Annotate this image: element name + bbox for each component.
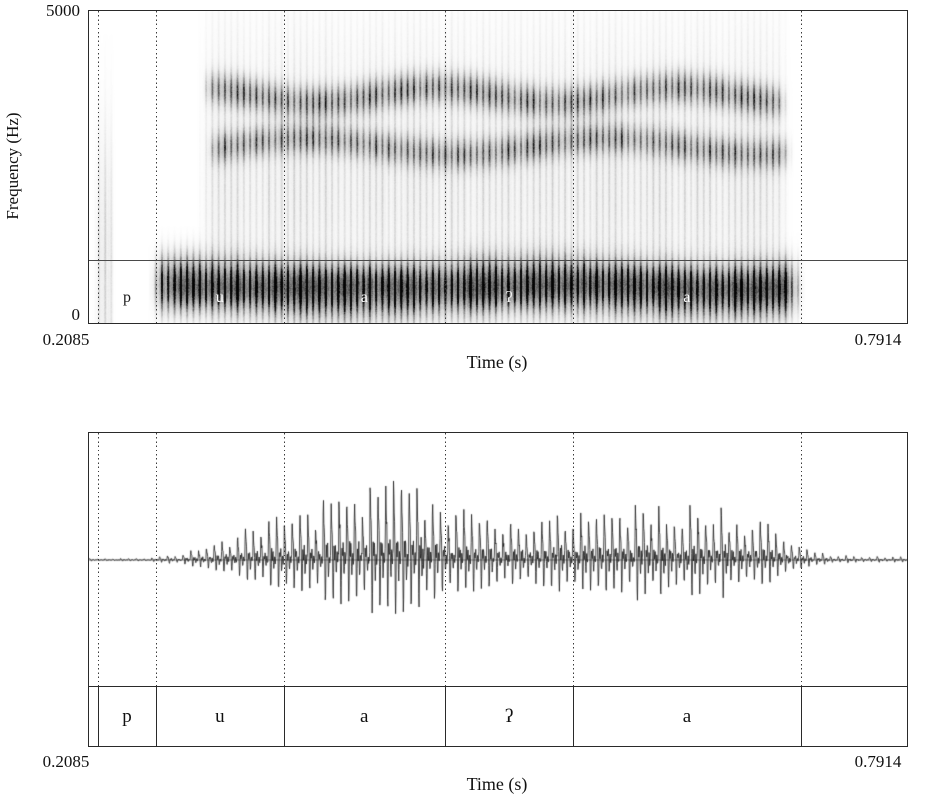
spectrogram-segment-label: a [683,289,691,306]
waveform-x-tick-end: 0.7914 [854,752,902,771]
spectrogram-segment-boundary-line [98,11,99,323]
spectrogram-segment-label: ʔ [505,289,513,306]
spectrogram-segment-boundary-line [156,11,157,323]
waveform-segment-boundary-line [573,433,574,686]
tier-segment-boundary-line [98,687,99,747]
spectrogram-image [89,11,907,323]
tier-segment-label: a [360,706,369,727]
waveform-segment-boundary-line [156,433,157,686]
spectrogram-x-tick-start: 0.2085 [42,330,90,349]
waveform-x-axis-title: Time (s) [466,774,528,794]
spectrogram-segment-boundary-line [445,11,446,323]
tier-segment-label: a [682,706,692,727]
tier-segment-boundary-line [156,687,157,747]
tier-segment-label: u [215,706,225,727]
tier-segment-label: p [122,706,132,727]
spectrogram-y-axis-title: Frequency (Hz) [3,112,22,220]
waveform-segment-boundary-line [284,433,285,686]
tier-segment-boundary-line [445,687,446,747]
reference-line-1000hz [89,260,907,261]
waveform-image [89,433,907,686]
spectrogram-x-tick-end: 0.7914 [854,330,902,349]
spectrogram-segment-boundary-line [284,11,285,323]
spectrogram-segment-label: p [123,289,132,306]
spectrogram-segment-boundary-line [573,11,574,323]
tier-segment-boundary-line [801,687,802,747]
spectrogram-y-tick-min: 0 [71,305,81,324]
tier-segment-label: ʔ [504,706,514,727]
spectrogram-segment-label: u [215,289,224,306]
tier-segment-boundary-line [573,687,574,747]
waveform-segment-boundary-line [801,433,802,686]
waveform-segment-boundary-line [445,433,446,686]
waveform-x-tick-start: 0.2085 [42,752,90,771]
waveform-segment-boundary-line [98,433,99,686]
spectrogram-segment-label: a [360,289,368,306]
tier-segment-boundary-line [284,687,285,747]
spectrogram-segment-boundary-line [801,11,802,323]
spectrogram-x-axis-title: Time (s) [466,352,528,372]
spectrogram-y-tick-max: 5000 [46,1,80,20]
